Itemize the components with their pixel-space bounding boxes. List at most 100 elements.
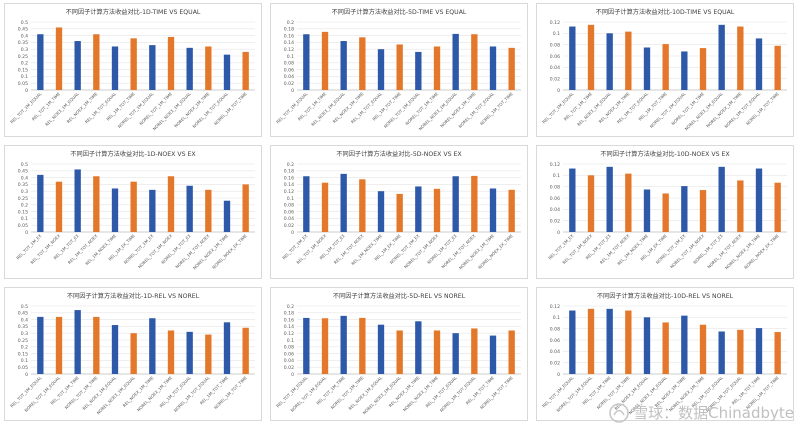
y-tick-label: 0.1 xyxy=(553,173,560,179)
chart-panel: 不同因子计算方法收益对比-10D-NOEX VS EX 0 0.02 0.04 0.06… xyxy=(536,145,794,279)
bar xyxy=(643,317,651,374)
bar xyxy=(303,34,310,90)
bar xyxy=(111,325,119,374)
x-tick-label: NOREL_1M_TOT_TIME xyxy=(213,91,248,126)
bar xyxy=(433,46,441,90)
bar xyxy=(508,330,515,374)
chart-panel: 不同因子计算方法收益对比-1D-NOEX VS EX 0 0.05 0.1 0.15 0.… xyxy=(4,145,262,279)
y-tick-label: 0.06 xyxy=(550,196,560,202)
y-tick-label: 0.1 xyxy=(553,315,560,321)
y-tick-label: 0.18 xyxy=(284,169,294,175)
bar xyxy=(396,330,403,374)
bar xyxy=(340,173,347,232)
chart-panel: 不同因子计算方法收益对比-1D-TIME VS EQUAL 0 0.05 0.1 0.1… xyxy=(4,3,262,137)
chart-title: 不同因子计算方法收益对比-5D-TIME VS EQUAL xyxy=(331,9,467,16)
bar xyxy=(223,200,231,232)
x-tick-label: REL_NOEX_1M_EQUAL xyxy=(44,91,80,127)
y-tick-label: 0.04 xyxy=(284,74,294,80)
bar xyxy=(186,185,193,232)
chart-title: 不同因子计算方法收益对比-1D-TIME VS EQUAL xyxy=(65,9,201,16)
y-tick-label: 0.02 xyxy=(284,81,294,87)
y-tick-label: 0.14 xyxy=(284,182,294,188)
chart-svg: 00.020.040.060.080.10.120.140.160.180.2 R… xyxy=(275,304,521,415)
y-tick-label: 0.35 xyxy=(18,324,28,330)
y-tick-label: 0.1 xyxy=(287,338,294,344)
bar xyxy=(569,310,576,374)
x-tick-label: REL_TOT_1M_EQUAL xyxy=(541,375,575,409)
bar xyxy=(489,46,497,90)
bar xyxy=(415,186,422,232)
x-tick-label: NOREL_NOEX_1M_TIME xyxy=(705,91,743,129)
bar xyxy=(377,49,385,90)
chart-title: 不同因子计算方法收益对比-5D-REL VS NOREL xyxy=(332,293,466,300)
y-tick-label: 0.12 xyxy=(550,20,560,26)
bar xyxy=(321,31,329,90)
y-tick-label: 0.18 xyxy=(284,27,294,33)
y-tick-label: 0.12 xyxy=(550,304,560,310)
chart-title: 不同因子计算方法收益对比-1D-NOEX VS EX xyxy=(70,151,196,158)
bar xyxy=(242,184,249,232)
y-tick-label: 0.16 xyxy=(284,175,294,181)
y-tick-label: 0.16 xyxy=(284,317,294,323)
bar xyxy=(737,329,744,374)
y-tick-label: 0.12 xyxy=(284,47,294,53)
x-tick-label: NOREL_1M_TOT_TIME xyxy=(213,375,248,410)
y-tick-label: 0.02 xyxy=(550,360,560,366)
bar xyxy=(587,24,595,90)
y-tick-label: 0.35 xyxy=(18,182,28,188)
y-tick-label: 0.06 xyxy=(284,67,294,73)
chart-panel: 不同因子计算方法收益对比-10D-TIME VS EQUAL 0 0.02 0.04 0… xyxy=(536,3,794,137)
y-tick-label: 0.45 xyxy=(18,27,28,33)
y-tick-label: 0.25 xyxy=(18,196,28,202)
bar xyxy=(205,46,212,90)
y-tick-label: 0 xyxy=(557,372,560,378)
y-tick-label: 0.1 xyxy=(553,31,560,37)
bar xyxy=(774,182,781,232)
y-tick-label: 0 xyxy=(25,88,28,94)
bar xyxy=(93,34,100,90)
chart-title: 不同因子计算方法收益对比-10D-REL VS NOREL xyxy=(596,293,734,300)
x-tick-label: NOREL_TOT_1M_EQUAL xyxy=(23,375,61,413)
bar xyxy=(167,176,175,232)
x-tick-label: REL_TOT_1M_EQUAL xyxy=(9,91,43,125)
bar xyxy=(452,33,459,90)
bar xyxy=(55,181,63,232)
chart-title: 不同因子计算方法收益对比-5D-NOEX VS EX xyxy=(336,151,462,158)
y-tick-label: 0.15 xyxy=(18,67,28,73)
x-tick-label: NOREL_1M_TOT_EQUAL xyxy=(723,91,761,129)
bar xyxy=(718,24,725,90)
bar xyxy=(662,44,669,90)
y-tick-label: 0.25 xyxy=(18,338,28,344)
bar xyxy=(37,174,44,232)
chart-panel: 不同因子计算方法收益对比-5D-REL VS NOREL 0 0.02 0.04 0.0… xyxy=(270,287,528,421)
y-tick-label: 0.02 xyxy=(284,223,294,229)
y-tick-label: 0 xyxy=(291,230,294,236)
bar xyxy=(396,44,403,90)
x-tick-label: NOREL_TOT_1M_TIME xyxy=(670,91,705,126)
snowball-logo-icon xyxy=(609,402,629,423)
bar xyxy=(569,26,576,90)
chart-panel: 不同因子计算方法收益对比-1D-REL VS NOREL 0 0.05 0.1 0.15… xyxy=(4,287,262,421)
bar xyxy=(111,188,119,232)
bar xyxy=(452,176,459,232)
y-tick-label: 0.05 xyxy=(18,223,28,229)
bar xyxy=(149,189,156,232)
bar xyxy=(755,328,763,374)
y-tick-label: 0.02 xyxy=(550,76,560,82)
y-tick-label: 0.1 xyxy=(287,196,294,202)
x-tick-label: REL_1M_TOT_EQUAL xyxy=(84,91,118,125)
bar xyxy=(587,175,595,232)
y-tick-label: 0.4 xyxy=(21,33,28,39)
bar xyxy=(186,331,193,374)
x-tick-label: NOREL_NOEX_1M_TIME xyxy=(173,91,211,129)
bar xyxy=(359,317,366,374)
y-tick-label: 0.4 xyxy=(21,317,28,323)
x-tick-label: NOREL_NOEX_EX_TIME xyxy=(743,233,780,270)
bar xyxy=(774,45,781,90)
x-tick-label: NOREL_TOT_1M_EQUAL xyxy=(289,375,327,413)
x-tick-label: NOREL_TOT_1M_NOEX xyxy=(403,233,439,269)
y-tick-label: 0.15 xyxy=(18,209,28,215)
bar xyxy=(508,47,515,90)
bar xyxy=(205,334,212,374)
y-tick-label: 0.08 xyxy=(284,345,294,351)
